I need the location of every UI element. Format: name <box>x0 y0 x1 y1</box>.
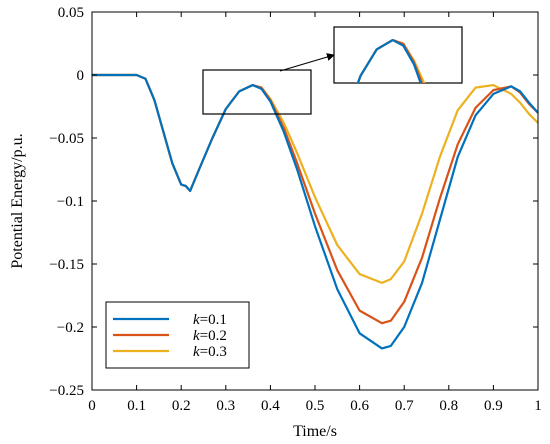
legend: k=0.1 k=0.2 k=0.3 <box>105 301 250 369</box>
x-axis-title: Time/s <box>293 423 337 440</box>
y-tick-label: −0.05 <box>49 131 84 147</box>
x-tick-label: 0.4 <box>261 398 280 414</box>
x-tick-label: 0.5 <box>306 398 325 414</box>
x-tick-label: 0.1 <box>127 398 146 414</box>
tick-layer: 0 0.1 0.2 0.3 0.4 0.5 0.6 0.7 0.8 0.9 1 0.05 0 −0.05 −… <box>49 5 541 414</box>
x-tick-label: 0 <box>88 398 96 414</box>
inset-series-line-1 <box>356 38 422 83</box>
inset-box <box>333 26 463 84</box>
legend-label-2: k=0.2 <box>193 328 227 344</box>
x-tick-label: 0.9 <box>484 398 503 414</box>
y-tick-label: −0.15 <box>49 257 84 273</box>
legend-label-1: k=0.1 <box>193 312 227 328</box>
y-tick-label: −0.25 <box>49 383 84 399</box>
y-tick-label: 0 <box>77 68 85 84</box>
x-tick-label: 0.2 <box>172 398 191 414</box>
y-tick-label: −0.2 <box>57 320 84 336</box>
x-tick-label: 0.8 <box>439 398 458 414</box>
x-tick-label: 0.3 <box>216 398 235 414</box>
x-tick-label: 1 <box>534 398 542 414</box>
zoom-arrow <box>279 53 335 72</box>
y-axis-title: Potential Energy/p.u. <box>9 133 26 268</box>
y-tick-label: 0.05 <box>58 5 84 21</box>
legend-label-3: k=0.3 <box>193 344 227 360</box>
zoom-region-box <box>202 69 312 115</box>
x-tick-label: 0.6 <box>350 398 369 414</box>
x-tick-label: 0.7 <box>395 398 414 414</box>
inset-layer <box>356 38 426 83</box>
y-tick-label: −0.1 <box>57 194 84 210</box>
series-line-1 <box>92 73 538 350</box>
